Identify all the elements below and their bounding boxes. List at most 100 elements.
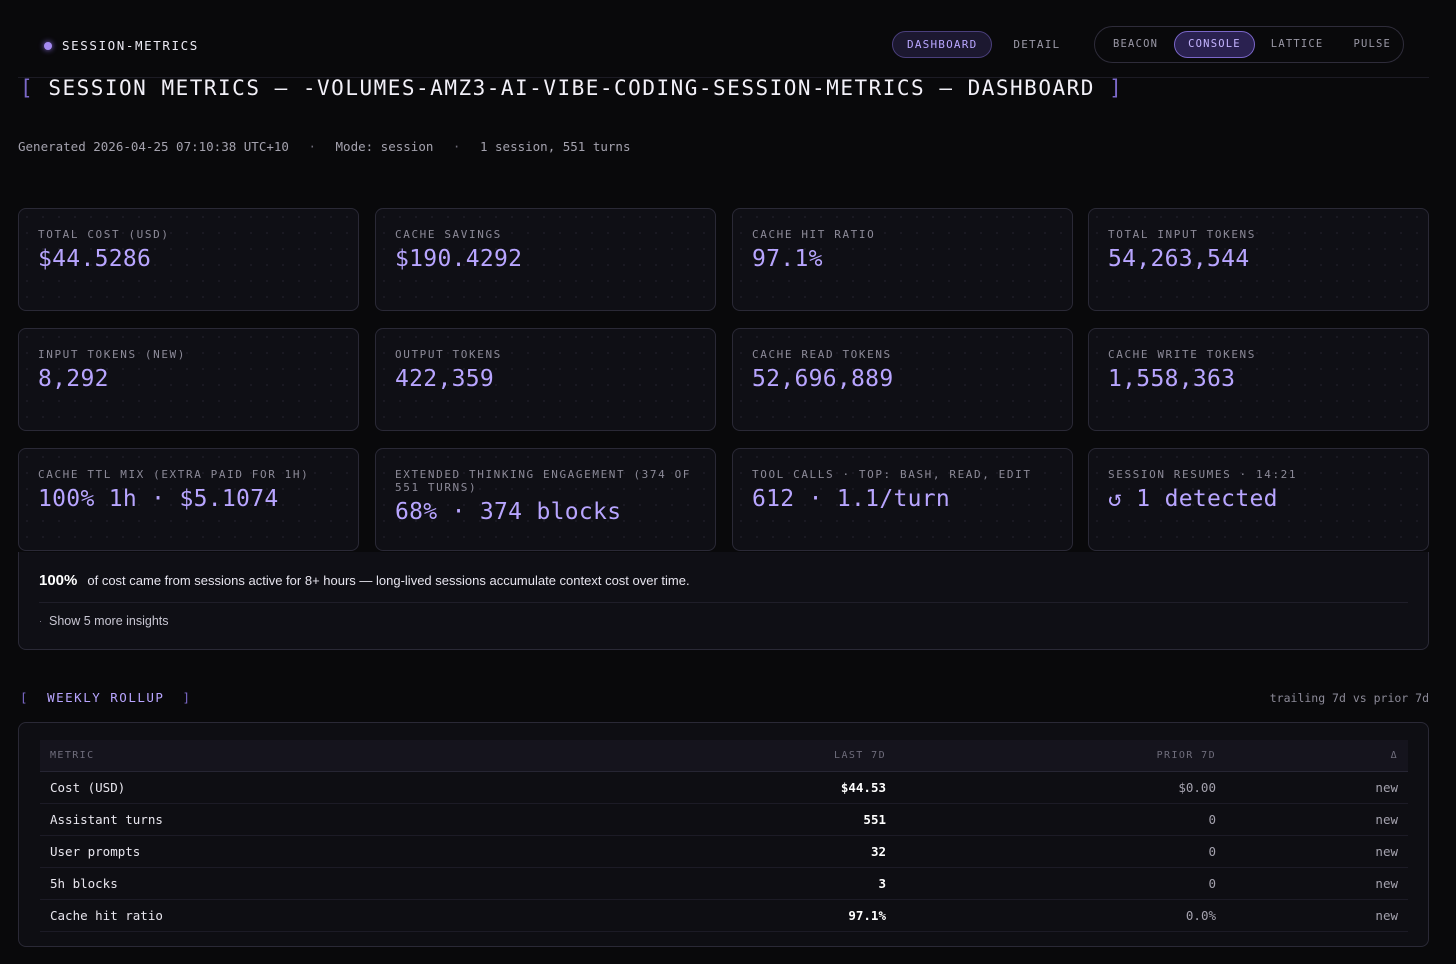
card-total-input-tokens: TOTAL INPUT TOKENS 54,263,544 — [1088, 208, 1429, 311]
card-label: CACHE WRITE TOKENS — [1108, 348, 1257, 361]
card-value: 97.1% — [752, 246, 823, 272]
cell-last-7d: $44.53 — [240, 771, 896, 804]
cell-prior-7d: 0.0% — [896, 899, 1226, 932]
card-label: INPUT TOKENS (NEW) — [38, 348, 187, 361]
theme-console[interactable]: CONSOLE — [1174, 31, 1255, 58]
theme-lattice[interactable]: LATTICE — [1270, 38, 1324, 50]
card-session-resumes: SESSION RESUMES · 14:21 ↺ 1 detected — [1088, 448, 1429, 551]
section-bracket-open: [ — [20, 690, 30, 705]
cell-prior-7d: $0.00 — [896, 771, 1226, 804]
session-summary: 1 session, 551 turns — [479, 139, 631, 154]
cell-metric: Cache hit ratio — [40, 899, 240, 932]
card-cache-ttl-mix: CACHE TTL MIX (EXTRA PAID FOR 1H) 100% 1… — [18, 448, 359, 551]
card-value: 1,558,363 — [1108, 366, 1236, 392]
table-row: Cache hit ratio 97.1% 0.0% new — [40, 899, 1408, 932]
card-label: CACHE HIT RATIO — [752, 228, 876, 241]
tab-dashboard[interactable]: DASHBOARD — [892, 31, 993, 58]
card-label: SESSION RESUMES · 14:21 — [1108, 468, 1298, 481]
card-value: 100% 1h · $5.1074 — [38, 486, 279, 512]
brand-label: SESSION-METRICS — [62, 38, 199, 53]
generated-timestamp: Generated 2026-04-25 07:10:38 UTC+10 — [18, 139, 289, 154]
brand[interactable]: SESSION-METRICS — [44, 38, 199, 53]
card-value: ↺ 1 detected — [1108, 486, 1278, 512]
column-header-delta[interactable]: Δ — [1226, 740, 1408, 772]
card-label: CACHE SAVINGS — [395, 228, 502, 241]
cell-prior-7d: 0 — [896, 867, 1226, 900]
card-tool-calls: TOOL CALLS · TOP: BASH, READ, EDIT 612 ·… — [732, 448, 1073, 551]
card-label: EXTENDED THINKING ENGAGEMENT (374 OF 551… — [395, 468, 692, 494]
card-input-tokens-new: INPUT TOKENS (NEW) 8,292 — [18, 328, 359, 431]
cell-metric: Cost (USD) — [40, 771, 240, 804]
page-title: [ SESSION METRICS — -VOLUMES-AMZ3-AI-VIB… — [20, 76, 1123, 100]
cell-last-7d: 3 — [240, 867, 896, 900]
status-dot-icon — [44, 41, 52, 50]
card-extended-thinking: EXTENDED THINKING ENGAGEMENT (374 OF 551… — [375, 448, 716, 551]
card-value: 54,263,544 — [1108, 246, 1250, 272]
card-value: 612 · 1.1/turn — [752, 486, 951, 512]
card-total-cost: TOTAL COST (USD) $44.5286 — [18, 208, 359, 311]
section-title-text: WEEKLY ROLLUP — [47, 690, 165, 705]
card-label: CACHE TTL MIX (EXTRA PAID FOR 1H) — [38, 468, 310, 481]
cell-last-7d: 551 — [240, 803, 896, 836]
table-row: 5h blocks 3 0 new — [40, 867, 1408, 900]
table-row: Assistant turns 551 0 new — [40, 803, 1408, 836]
insight-panel: 100% of cost came from sessions active f… — [18, 552, 1429, 650]
weekly-rollup-table-container: METRIC LAST 7D PRIOR 7D Δ Cost (USD) $44… — [18, 722, 1429, 947]
column-header-metric[interactable]: METRIC — [40, 740, 240, 772]
cell-delta: new — [1226, 899, 1408, 932]
card-value: 52,696,889 — [752, 366, 894, 392]
card-label: CACHE READ TOKENS — [752, 348, 892, 361]
card-label: OUTPUT TOKENS — [395, 348, 502, 361]
cell-delta: new — [1226, 803, 1408, 836]
cell-last-7d: 32 — [240, 835, 896, 868]
meta-separator: · — [308, 139, 316, 154]
card-value: $190.4292 — [395, 246, 523, 272]
divider — [39, 602, 1408, 603]
disclosure-bullet-icon: · — [39, 616, 42, 626]
cell-last-7d: 97.1% — [240, 899, 896, 932]
card-label: TOOL CALLS · TOP: BASH, READ, EDIT — [752, 468, 1032, 481]
weekly-rollup-table: METRIC LAST 7D PRIOR 7D Δ Cost (USD) $44… — [40, 740, 1408, 932]
card-cache-hit-ratio: CACHE HIT RATIO 97.1% — [732, 208, 1073, 311]
table-header-row: METRIC LAST 7D PRIOR 7D Δ — [40, 740, 1408, 772]
title-bracket-close: ] — [1109, 76, 1124, 100]
cell-metric: User prompts — [40, 835, 240, 868]
cell-metric: Assistant turns — [40, 803, 240, 836]
page-title-text: SESSION METRICS — -VOLUMES-AMZ3-AI-VIBE-… — [48, 76, 1095, 100]
cell-delta: new — [1226, 771, 1408, 804]
card-value: 422,359 — [395, 366, 495, 392]
mode-label: Mode: session — [335, 139, 434, 154]
cell-delta: new — [1226, 835, 1408, 868]
card-value: 8,292 — [38, 366, 109, 392]
column-header-last-7d[interactable]: LAST 7D — [240, 740, 896, 772]
theme-switcher: BEACON CONSOLE LATTICE PULSE — [1094, 26, 1404, 63]
card-value: 68% · 374 blocks — [395, 499, 622, 525]
insight-percent: 100% — [39, 572, 78, 589]
card-cache-savings: CACHE SAVINGS $190.4292 — [375, 208, 716, 311]
theme-beacon[interactable]: BEACON — [1113, 38, 1159, 50]
card-cache-read-tokens: CACHE READ TOKENS 52,696,889 — [732, 328, 1073, 431]
cell-prior-7d: 0 — [896, 803, 1226, 836]
cell-prior-7d: 0 — [896, 835, 1226, 868]
cell-metric: 5h blocks — [40, 867, 240, 900]
top-nav: SESSION-METRICS DASHBOARD DETAIL BEACON … — [18, 18, 1429, 78]
column-header-prior-7d[interactable]: PRIOR 7D — [896, 740, 1226, 772]
section-bracket-close: ] — [182, 690, 192, 705]
show-more-label: Show 5 more insights — [49, 614, 169, 628]
card-output-tokens: OUTPUT TOKENS 422,359 — [375, 328, 716, 431]
card-label: TOTAL COST (USD) — [38, 228, 170, 241]
insight-primary: 100% of cost came from sessions active f… — [39, 572, 690, 589]
show-more-insights-toggle[interactable]: · Show 5 more insights — [39, 614, 169, 628]
table-row: User prompts 32 0 new — [40, 835, 1408, 868]
tab-detail[interactable]: DETAIL — [1013, 38, 1061, 51]
section-title-weekly-rollup: [ WEEKLY ROLLUP ] — [20, 690, 192, 705]
theme-pulse[interactable]: PULSE — [1353, 38, 1392, 50]
insight-text: of cost came from sessions active for 8+… — [87, 573, 690, 588]
title-bracket-open: [ — [20, 76, 35, 100]
weekly-note: trailing 7d vs prior 7d — [1269, 691, 1429, 705]
view-switcher: DASHBOARD DETAIL — [892, 31, 1075, 58]
meta-separator: · — [452, 139, 461, 154]
table-row: Cost (USD) $44.53 $0.00 new — [40, 771, 1408, 804]
card-cache-write-tokens: CACHE WRITE TOKENS 1,558,363 — [1088, 328, 1429, 431]
card-value: $44.5286 — [38, 246, 152, 272]
